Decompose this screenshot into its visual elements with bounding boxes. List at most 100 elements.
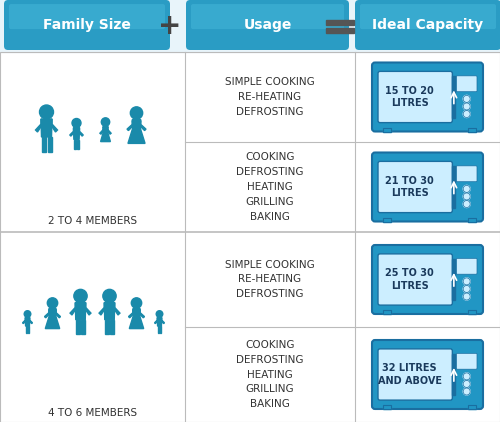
Circle shape	[103, 289, 116, 303]
Polygon shape	[100, 127, 104, 134]
Circle shape	[463, 278, 470, 285]
Bar	[468, 310, 476, 314]
Polygon shape	[140, 121, 146, 130]
Text: COOKING
DEFROSTING
HEATING
GRILLING
BAKING: COOKING DEFROSTING HEATING GRILLING BAKI…	[236, 152, 304, 222]
FancyBboxPatch shape	[378, 71, 452, 123]
Text: +: +	[158, 12, 182, 40]
Polygon shape	[74, 127, 80, 140]
Bar	[468, 405, 476, 409]
Bar	[452, 259, 456, 300]
Polygon shape	[127, 121, 133, 130]
Polygon shape	[161, 318, 164, 324]
Polygon shape	[46, 316, 60, 329]
Polygon shape	[26, 317, 30, 326]
Polygon shape	[41, 119, 52, 137]
Text: COOKING
DEFROSTING
HEATING
GRILLING
BAKING: COOKING DEFROSTING HEATING GRILLING BAKI…	[236, 340, 304, 409]
Polygon shape	[22, 318, 26, 324]
Bar	[383, 405, 391, 409]
Circle shape	[463, 185, 470, 192]
Polygon shape	[76, 303, 86, 320]
Circle shape	[156, 311, 163, 317]
Polygon shape	[74, 140, 76, 149]
Text: Ideal Capacity: Ideal Capacity	[372, 18, 484, 32]
Polygon shape	[70, 128, 74, 136]
Bar	[326, 27, 354, 32]
Text: SIMPLE COOKING
RE-HEATING
DEFROSTING: SIMPLE COOKING RE-HEATING DEFROSTING	[225, 77, 315, 117]
Bar	[468, 310, 476, 314]
Text: 15 TO 20
LITRES: 15 TO 20 LITRES	[385, 86, 434, 108]
Polygon shape	[36, 119, 43, 132]
Bar	[452, 76, 456, 118]
Circle shape	[24, 311, 31, 317]
Polygon shape	[42, 137, 46, 152]
Text: 32 LITRES
AND ABOVE: 32 LITRES AND ABOVE	[378, 363, 442, 386]
FancyBboxPatch shape	[372, 152, 483, 222]
Circle shape	[102, 118, 110, 126]
Polygon shape	[26, 326, 27, 333]
Bar	[383, 127, 391, 132]
Circle shape	[463, 200, 470, 208]
Circle shape	[463, 103, 470, 110]
Polygon shape	[158, 326, 159, 333]
Bar	[383, 310, 391, 314]
Polygon shape	[158, 317, 162, 326]
Polygon shape	[110, 320, 114, 334]
Circle shape	[463, 193, 470, 200]
Polygon shape	[140, 309, 144, 318]
Polygon shape	[132, 120, 141, 128]
Text: Family Size: Family Size	[43, 18, 131, 32]
Bar	[383, 127, 391, 132]
FancyBboxPatch shape	[378, 254, 452, 305]
Bar	[383, 310, 391, 314]
Polygon shape	[56, 309, 60, 318]
Polygon shape	[48, 137, 52, 152]
Text: SIMPLE COOKING
RE-HEATING
DEFROSTING: SIMPLE COOKING RE-HEATING DEFROSTING	[225, 260, 315, 299]
FancyBboxPatch shape	[4, 0, 170, 50]
Circle shape	[40, 105, 54, 119]
Polygon shape	[76, 320, 80, 334]
Circle shape	[72, 119, 81, 127]
Polygon shape	[107, 127, 111, 134]
FancyBboxPatch shape	[456, 258, 477, 274]
Text: 4 TO 6 MEMBERS: 4 TO 6 MEMBERS	[48, 408, 137, 418]
Bar	[468, 217, 476, 222]
Text: 21 TO 30
LITRES: 21 TO 30 LITRES	[385, 176, 434, 198]
Bar	[383, 217, 391, 222]
Bar	[468, 217, 476, 222]
Text: 25 TO 30
LITRES: 25 TO 30 LITRES	[385, 268, 434, 291]
FancyBboxPatch shape	[372, 245, 483, 314]
Polygon shape	[99, 303, 105, 315]
Polygon shape	[128, 128, 145, 143]
Polygon shape	[154, 318, 158, 324]
FancyBboxPatch shape	[360, 4, 496, 29]
Polygon shape	[84, 303, 91, 315]
Polygon shape	[105, 320, 108, 334]
Polygon shape	[50, 119, 58, 132]
Polygon shape	[49, 308, 56, 316]
Polygon shape	[130, 316, 143, 329]
FancyBboxPatch shape	[372, 340, 483, 409]
Circle shape	[463, 381, 470, 387]
FancyBboxPatch shape	[355, 0, 500, 50]
Circle shape	[132, 298, 141, 308]
Bar	[0, 0, 500, 52]
FancyBboxPatch shape	[191, 4, 344, 29]
Polygon shape	[44, 309, 50, 318]
Polygon shape	[103, 126, 108, 132]
FancyBboxPatch shape	[186, 0, 349, 50]
Circle shape	[74, 289, 87, 303]
Polygon shape	[100, 132, 110, 142]
FancyBboxPatch shape	[378, 161, 452, 213]
Circle shape	[463, 111, 470, 117]
Polygon shape	[79, 128, 83, 136]
Polygon shape	[28, 326, 29, 333]
Text: 2 TO 4 MEMBERS: 2 TO 4 MEMBERS	[48, 216, 137, 226]
FancyBboxPatch shape	[9, 4, 165, 29]
Text: Usage: Usage	[244, 18, 292, 32]
Polygon shape	[82, 320, 85, 334]
Bar	[0, 52, 500, 422]
Circle shape	[463, 95, 470, 103]
Circle shape	[48, 298, 58, 308]
Polygon shape	[114, 303, 120, 315]
Polygon shape	[29, 318, 32, 324]
